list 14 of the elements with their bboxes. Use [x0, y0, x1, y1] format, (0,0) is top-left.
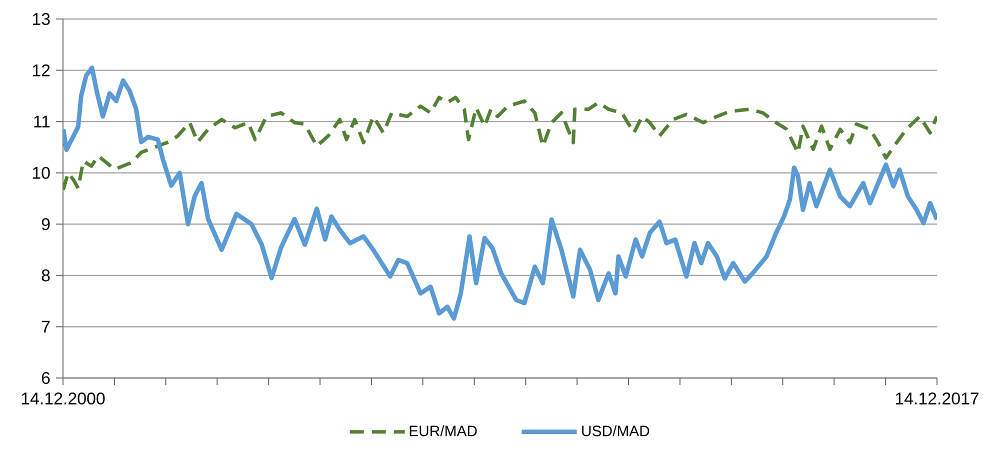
- y-tick-label: 11: [34, 116, 50, 128]
- y-tick-label: 13: [32, 13, 50, 26]
- x-tick-label: 14.12.2000: [22, 392, 105, 405]
- y-tick-label: 9: [42, 218, 50, 230]
- legend-label: USD/MAD: [582, 425, 650, 436]
- y-tick-label: 7: [42, 320, 50, 333]
- y-tick-label: 8: [42, 269, 50, 282]
- y-tick-label: 12: [32, 64, 50, 76]
- line-series: [63, 65, 938, 321]
- y-tick-label: 6: [42, 372, 50, 384]
- x-tick-label: 14.12.2017: [896, 392, 979, 405]
- line-series: [63, 96, 938, 192]
- y-tick-label: 10: [32, 166, 50, 179]
- legend-label: EUR/MAD: [410, 425, 477, 436]
